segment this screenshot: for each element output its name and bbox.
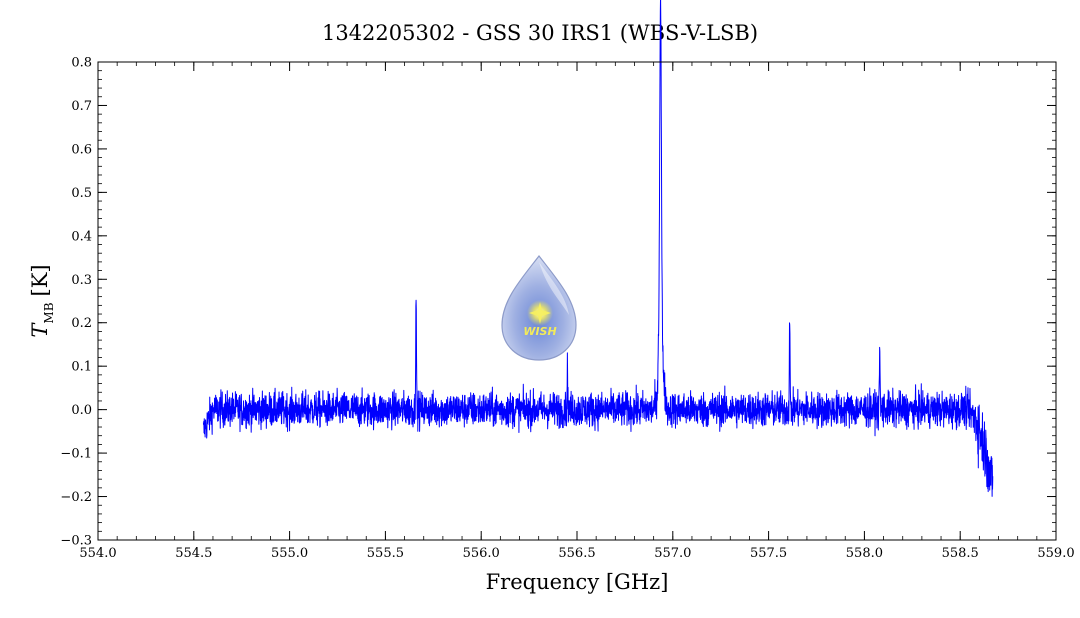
- y-tick-label: −0.2: [60, 490, 92, 505]
- wish-logo-text: WISH: [523, 325, 556, 338]
- x-tick-label: 554.0: [79, 546, 116, 561]
- data-layer: [202, 0, 994, 497]
- y-tick-label: 0.7: [71, 99, 92, 114]
- x-tick-label: 555.5: [367, 546, 404, 561]
- x-tick-label: 555.0: [271, 546, 308, 561]
- y-tick-label: −0.3: [60, 534, 92, 549]
- chart-title: 1342205302 - GSS 30 IRS1 (WBS-V-LSB): [322, 21, 758, 45]
- x-tick-label: 559.0: [1037, 546, 1074, 561]
- y-tick-label: 0.8: [71, 56, 92, 71]
- y-axis-unit: [K]: [28, 264, 52, 296]
- y-tick-label: 0.4: [71, 229, 92, 244]
- x-axis-title: Frequency [GHz]: [486, 570, 669, 594]
- x-tick-label: 557.0: [654, 546, 691, 561]
- x-tick-label: 556.5: [558, 546, 595, 561]
- x-tick-label: 558.0: [846, 546, 883, 561]
- x-tick-label: 558.5: [942, 546, 979, 561]
- x-tick-label: 556.0: [463, 546, 500, 561]
- axes-layer: 554.0 554.5 555.0 555.5 556.0 556.5 557.0 557.5…: [60, 56, 1074, 562]
- y-tick-label: 0.1: [71, 360, 92, 375]
- plot-frame: [97, 61, 1057, 541]
- y-tick-label: 0.0: [71, 403, 92, 418]
- y-tick-label: −0.1: [60, 447, 92, 462]
- y-axis-subscript: MB: [42, 302, 56, 323]
- wish-logo: WISH: [501, 255, 577, 361]
- x-tick-label: 554.5: [175, 546, 212, 561]
- x-tick-label: 557.5: [750, 546, 787, 561]
- y-axis-symbol: T: [28, 322, 52, 338]
- y-tick-label: 0.3: [71, 273, 92, 288]
- y-axis-title: TMB [K]: [28, 264, 56, 337]
- spectrum-line: [202, 0, 994, 497]
- y-tick-label: 0.5: [71, 186, 92, 201]
- y-tick-label: 0.6: [71, 142, 92, 157]
- y-tick-label: 0.2: [71, 316, 92, 331]
